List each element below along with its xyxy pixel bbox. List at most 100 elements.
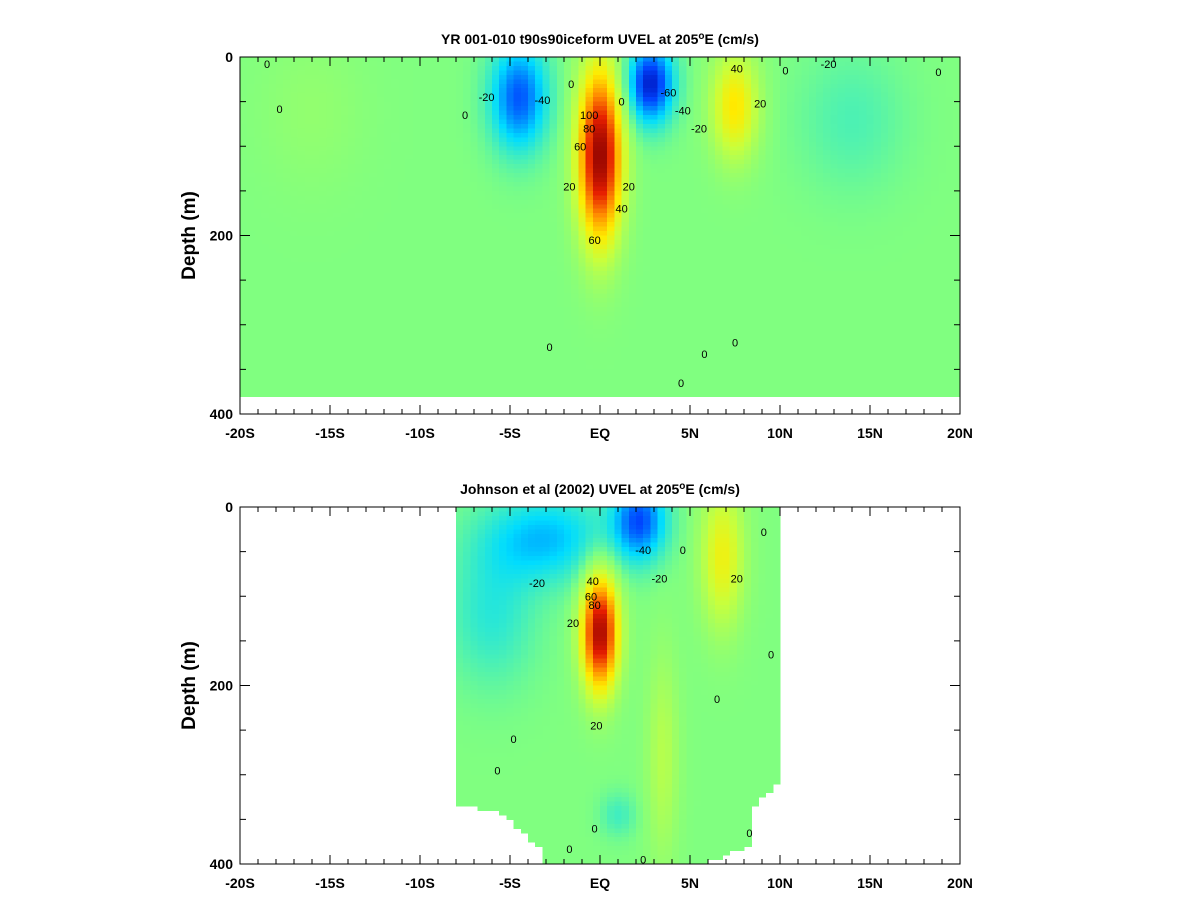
- velocity-cell: [470, 119, 479, 125]
- velocity-cell: [362, 208, 371, 214]
- velocity-cell: [283, 347, 291, 353]
- velocity-cell: [405, 360, 414, 366]
- velocity-cell: [448, 177, 457, 183]
- velocity-cell: [268, 199, 277, 205]
- velocity-cell: [600, 364, 608, 370]
- velocity-cell: [463, 141, 471, 147]
- velocity-cell: [348, 333, 356, 339]
- velocity-cell: [333, 65, 342, 71]
- velocity-cell: [672, 115, 680, 121]
- velocity-cell: [542, 262, 551, 268]
- velocity-cell: [499, 248, 507, 254]
- velocity-cell: [319, 217, 327, 223]
- velocity-cell: [304, 293, 313, 299]
- velocity-cell: [247, 181, 255, 188]
- velocity-cell: [240, 115, 248, 121]
- velocity-cell: [520, 262, 529, 268]
- velocity-cell: [484, 244, 493, 250]
- velocity-cell: [304, 213, 313, 219]
- velocity-cell: [693, 248, 702, 254]
- velocity-cell: [276, 106, 284, 112]
- velocity-cell: [672, 159, 680, 165]
- velocity-cell: [556, 266, 565, 272]
- velocity-cell: [528, 271, 536, 277]
- velocity-cell: [304, 297, 313, 304]
- velocity-cell: [578, 137, 587, 143]
- velocity-cell: [535, 355, 543, 362]
- velocity-cell: [326, 146, 335, 152]
- velocity-cell: [470, 387, 479, 393]
- velocity-cell: [564, 315, 572, 321]
- velocity-cell: [362, 275, 371, 281]
- velocity-cell: [254, 244, 263, 250]
- velocity-cell: [578, 97, 587, 103]
- velocity-cell: [362, 132, 371, 138]
- velocity-cell: [578, 110, 587, 116]
- velocity-cell: [477, 208, 486, 214]
- velocity-cell: [542, 137, 551, 143]
- velocity-cell: [362, 168, 371, 174]
- velocity-cell: [420, 382, 428, 388]
- velocity-cell: [276, 387, 284, 393]
- velocity-cell: [506, 351, 515, 357]
- velocity-cell: [477, 164, 486, 170]
- velocity-cell: [650, 110, 659, 116]
- velocity-cell: [240, 378, 248, 384]
- velocity-cell: [247, 378, 255, 384]
- velocity-cell: [276, 373, 284, 379]
- velocity-cell: [290, 222, 299, 228]
- velocity-cell: [340, 391, 349, 397]
- velocity-cell: [376, 92, 385, 98]
- velocity-cell: [643, 253, 651, 259]
- velocity-cell: [643, 164, 651, 170]
- velocity-cell: [247, 190, 255, 196]
- velocity-cell: [499, 369, 507, 375]
- velocity-cell: [657, 280, 666, 286]
- velocity-cell: [607, 213, 615, 219]
- velocity-cell: [427, 150, 435, 156]
- velocity-cell: [384, 195, 392, 201]
- velocity-cell: [420, 217, 428, 223]
- velocity-cell: [578, 297, 587, 304]
- velocity-cell: [621, 271, 630, 277]
- velocity-cell: [484, 65, 493, 71]
- velocity-cell: [240, 208, 248, 214]
- velocity-cell: [405, 177, 414, 183]
- velocity-cell: [542, 97, 551, 103]
- velocity-cell: [254, 65, 263, 71]
- velocity-cell: [657, 302, 666, 308]
- velocity-cell: [549, 333, 558, 339]
- velocity-cell: [456, 275, 464, 281]
- velocity-cell: [708, 106, 716, 112]
- velocity-cell: [542, 204, 551, 210]
- velocity-cell: [614, 199, 623, 205]
- velocity-cell: [369, 293, 378, 299]
- velocity-cell: [268, 297, 277, 304]
- velocity-cell: [628, 208, 637, 214]
- velocity-cell: [434, 97, 443, 103]
- velocity-cell: [621, 275, 630, 281]
- velocity-cell: [672, 146, 680, 152]
- velocity-cell: [254, 262, 263, 268]
- velocity-cell: [492, 231, 500, 237]
- velocity-cell: [650, 262, 659, 268]
- velocity-cell: [384, 74, 392, 80]
- velocity-cell: [621, 57, 630, 63]
- velocity-cell: [398, 320, 407, 326]
- velocity-cell: [643, 137, 651, 143]
- velocity-cell: [470, 266, 479, 272]
- velocity-cell: [290, 119, 299, 125]
- velocity-cell: [628, 355, 637, 362]
- velocity-cell: [398, 88, 407, 94]
- velocity-cell: [376, 79, 385, 85]
- velocity-cell: [463, 275, 471, 281]
- velocity-cell: [564, 132, 572, 138]
- velocity-cell: [571, 235, 579, 241]
- velocity-cell: [369, 297, 378, 304]
- velocity-cell: [628, 119, 637, 125]
- velocity-cell: [700, 329, 709, 335]
- velocity-cell: [276, 338, 284, 344]
- velocity-cell: [434, 284, 443, 290]
- velocity-cell: [657, 204, 666, 210]
- velocity-cell: [398, 297, 407, 304]
